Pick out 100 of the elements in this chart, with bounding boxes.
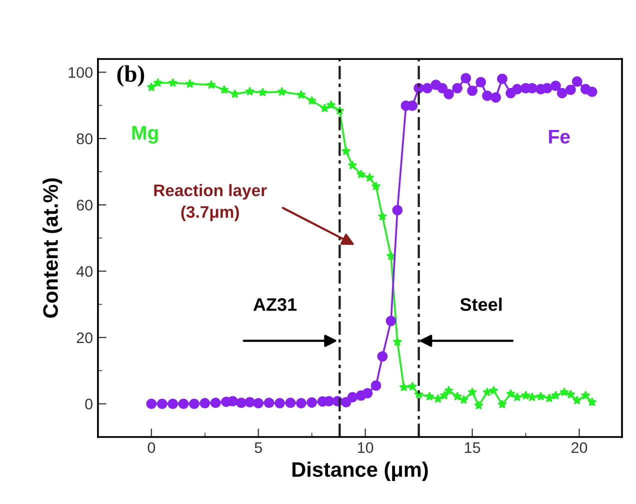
x-tick-label: 10 xyxy=(358,442,374,454)
point xyxy=(377,351,388,362)
point xyxy=(371,181,381,190)
point xyxy=(326,100,336,110)
point xyxy=(422,82,433,94)
point xyxy=(521,390,530,400)
point xyxy=(320,104,330,112)
point xyxy=(460,72,472,84)
y-tick-label: 0 xyxy=(85,398,92,410)
point xyxy=(580,390,590,400)
point xyxy=(244,396,256,408)
point xyxy=(544,393,554,402)
point xyxy=(362,388,373,398)
point xyxy=(264,398,274,408)
point xyxy=(586,86,598,98)
point xyxy=(285,398,296,408)
y-tick-label: 20 xyxy=(76,332,92,344)
annotation: (b) xyxy=(117,65,144,87)
series-label: Mg xyxy=(132,126,158,144)
point xyxy=(424,392,434,401)
point xyxy=(566,390,576,399)
y-tick-label: 100 xyxy=(68,67,92,78)
y-tick-label: 60 xyxy=(76,200,92,211)
point xyxy=(512,392,522,402)
point xyxy=(356,169,366,178)
x-tick-label: 5 xyxy=(254,442,262,454)
point xyxy=(452,392,462,401)
point xyxy=(497,74,508,84)
x-tick-label: 0 xyxy=(148,442,156,454)
point xyxy=(253,398,264,408)
point xyxy=(392,204,403,216)
point xyxy=(185,78,195,88)
point xyxy=(378,212,388,221)
point xyxy=(296,398,306,408)
point xyxy=(274,398,285,408)
point xyxy=(219,84,229,94)
point xyxy=(146,82,156,92)
point xyxy=(408,382,418,391)
point xyxy=(482,387,492,396)
point xyxy=(296,90,306,99)
y-axis-title: Content (at.%) xyxy=(42,178,62,318)
point xyxy=(433,394,443,403)
x-tick-label: 15 xyxy=(464,442,480,454)
point xyxy=(200,398,210,408)
point xyxy=(206,80,216,89)
point xyxy=(444,88,454,100)
annotation: Reaction layer (3.7μm) xyxy=(154,184,267,222)
point xyxy=(236,398,246,408)
point xyxy=(348,160,358,170)
point xyxy=(440,390,450,400)
point xyxy=(556,88,568,98)
point xyxy=(512,84,522,94)
y-tick-label: 40 xyxy=(76,266,92,277)
point xyxy=(572,396,582,405)
point xyxy=(347,392,358,402)
point xyxy=(245,86,254,96)
point xyxy=(178,398,189,410)
point xyxy=(307,96,317,105)
point xyxy=(459,394,468,404)
point xyxy=(490,92,502,103)
point xyxy=(258,88,268,97)
annotation: Steel xyxy=(460,298,502,311)
point xyxy=(560,387,569,396)
point xyxy=(210,398,221,408)
point xyxy=(437,82,448,94)
point xyxy=(476,76,486,88)
point xyxy=(551,390,560,400)
x-axis-title: Distance (μm) xyxy=(292,462,428,482)
point xyxy=(153,78,162,87)
point xyxy=(489,386,498,395)
point xyxy=(364,172,374,182)
series-label: Fe xyxy=(549,130,570,144)
point xyxy=(341,146,351,156)
point xyxy=(572,76,582,87)
x-tick-label: 20 xyxy=(572,442,588,454)
point xyxy=(565,84,576,96)
point xyxy=(452,82,463,94)
point xyxy=(536,392,546,401)
point xyxy=(168,78,178,87)
point xyxy=(542,82,552,94)
annotation: AZ31 xyxy=(253,298,297,311)
y-tick-label: 80 xyxy=(76,133,92,144)
point xyxy=(482,90,492,101)
point xyxy=(587,397,597,406)
point xyxy=(370,380,382,391)
point xyxy=(168,398,178,410)
point xyxy=(506,389,516,398)
point xyxy=(474,400,484,410)
point xyxy=(444,386,454,395)
point xyxy=(146,398,157,410)
point xyxy=(528,392,537,402)
point xyxy=(386,316,396,326)
point xyxy=(399,382,408,392)
point xyxy=(230,89,240,98)
point xyxy=(467,86,478,96)
point xyxy=(498,400,507,409)
point xyxy=(468,387,477,396)
point xyxy=(277,86,287,96)
point xyxy=(550,80,561,92)
point xyxy=(306,397,318,408)
